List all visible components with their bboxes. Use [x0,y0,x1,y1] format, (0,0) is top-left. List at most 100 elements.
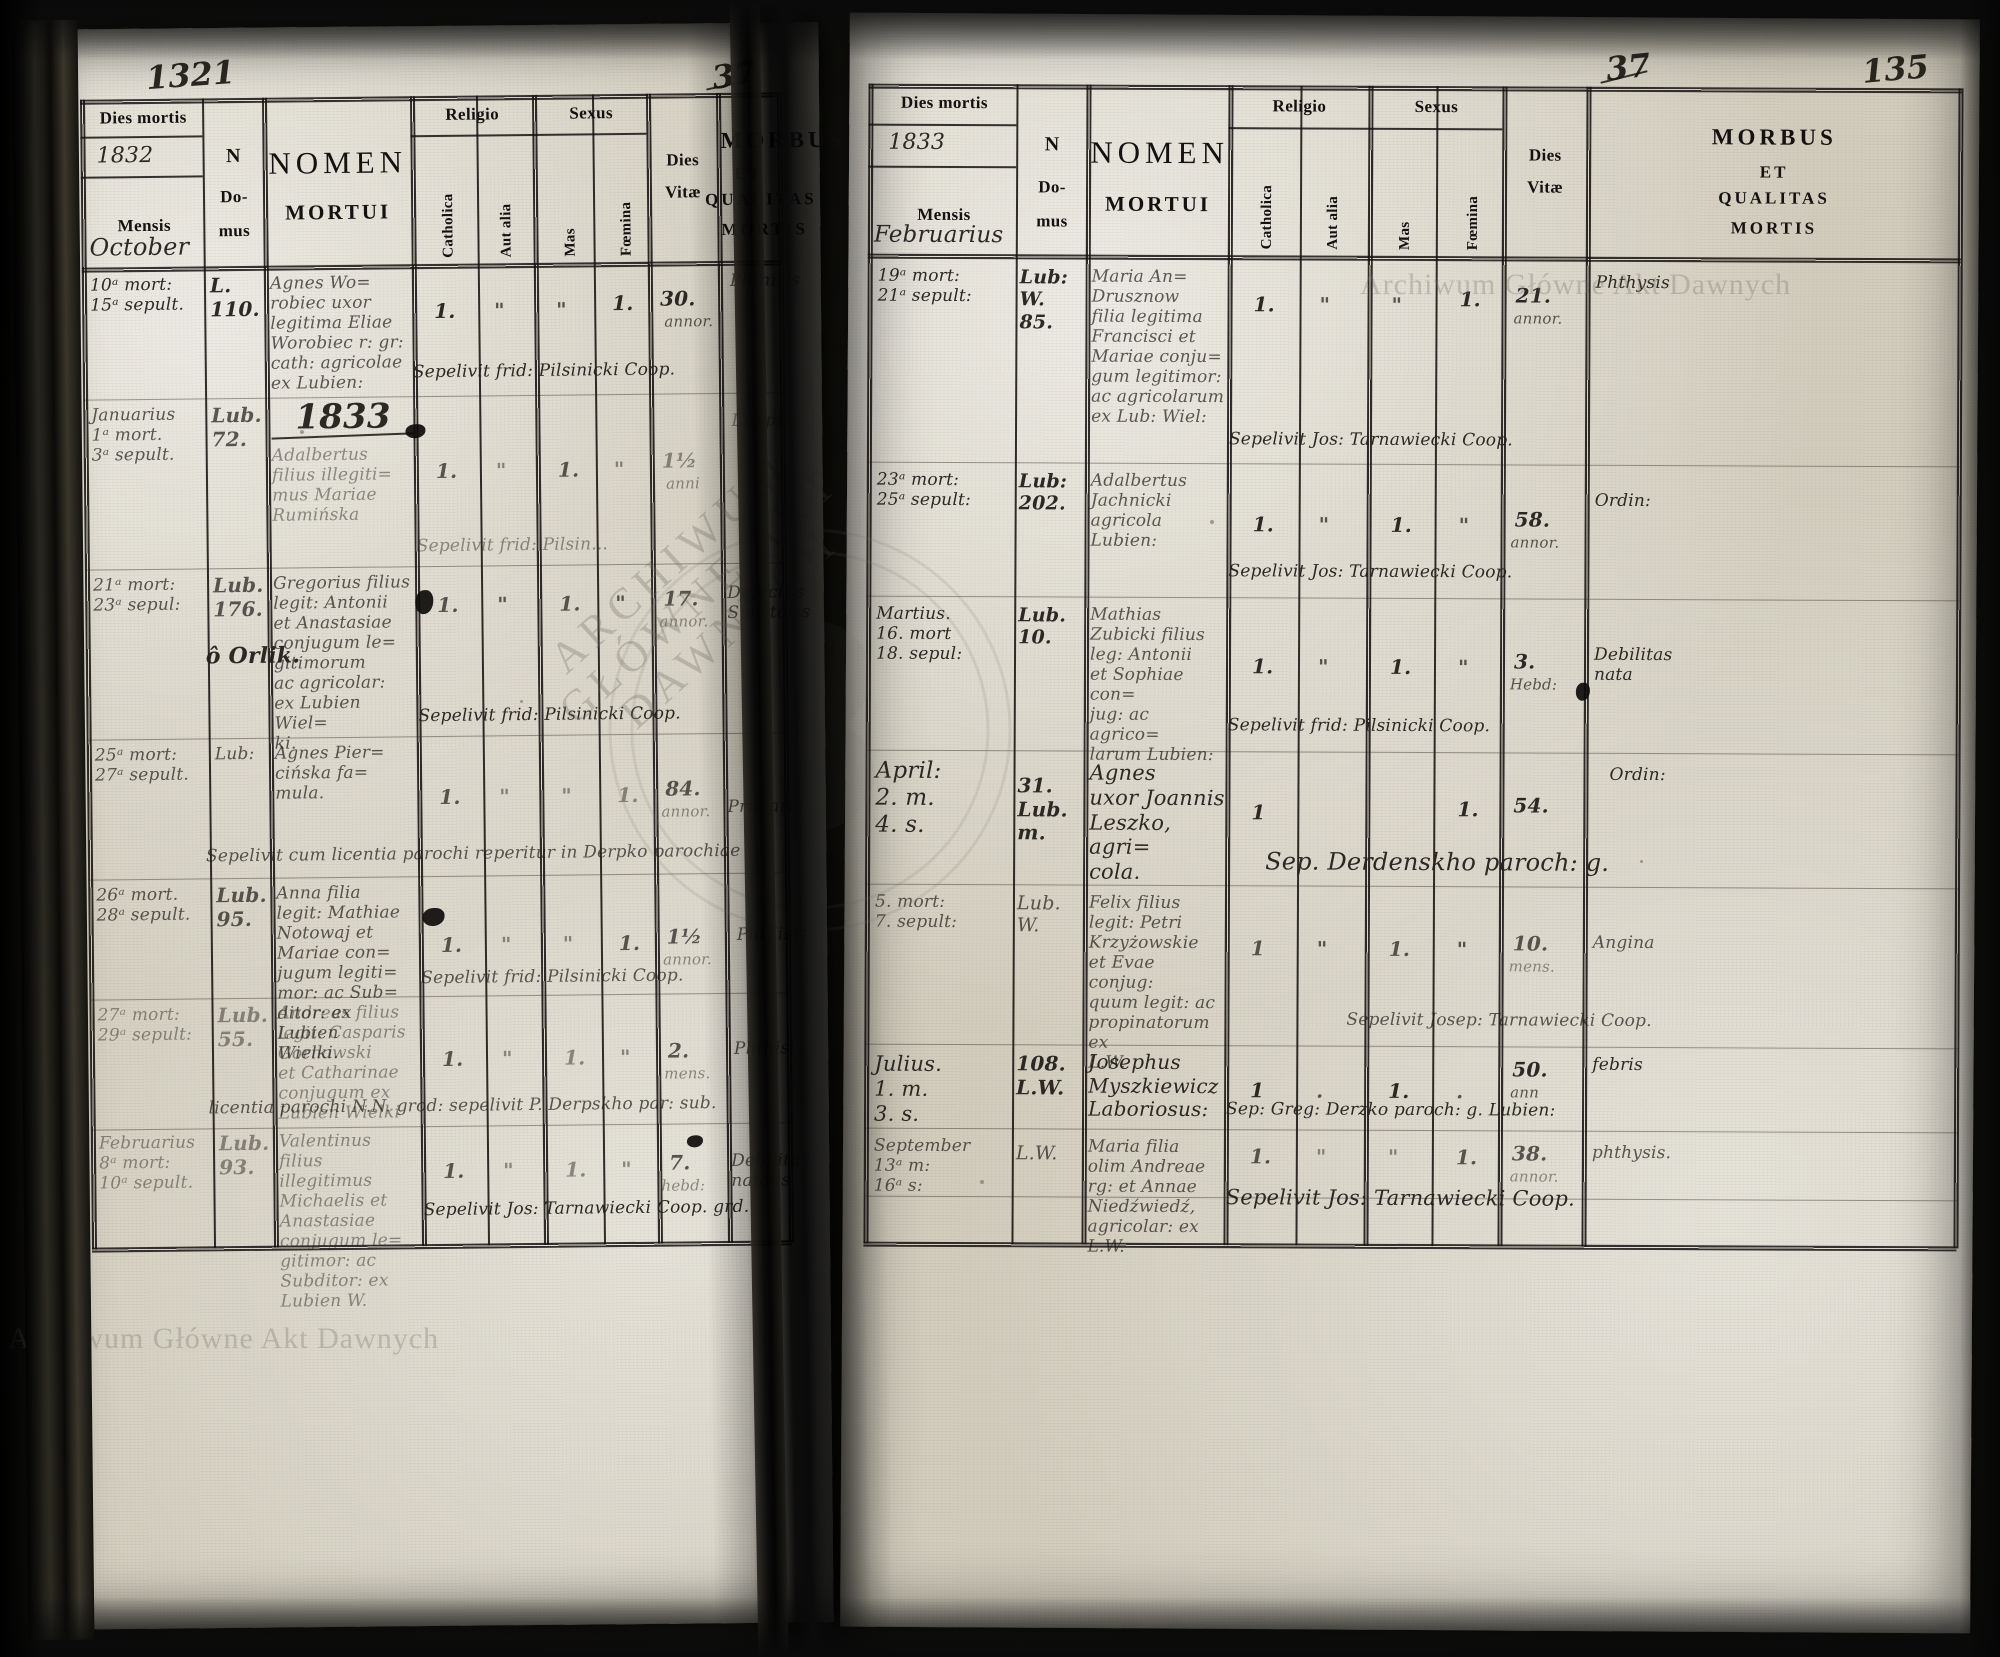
row-aut-alia: " [500,932,512,957]
col-nrus-right: N [1044,133,1060,156]
rule-h-row3-left [86,732,787,741]
col-religio-left: Religio [445,104,500,124]
rule-h-annus-left [80,175,203,179]
row-house: Lub. 176. [212,572,264,621]
row-house: Lub. 95. [216,882,267,931]
row-dates: 27ᵃ mort: 29ᵃ sepult: [97,1004,193,1046]
row-dates: 21ᵃ mort: 23ᵃ sepul: [92,574,181,616]
row-vitae: 58. [1514,507,1551,532]
row-foemina: 1. [1455,1145,1478,1170]
row-foemina: " [1458,513,1470,538]
rule-h-diesmortis-right [868,123,1017,127]
row-vitae-unit: hebd: [661,1176,706,1195]
row-morbus: febris [1592,1054,1644,1076]
row-foemina: " [621,1156,632,1182]
row-footer: licentia parochi N.N. grod: sepelivit P.… [208,1093,717,1119]
col-domus2-right: mus [1036,211,1068,231]
row-footer: Sep: Greg: Derzko paroch: g. Lubien: [1226,1099,1556,1121]
row-mas: 1. [559,591,581,616]
row-footer: Sepelivit frid: Pilsinicki Coop. [412,359,676,383]
row-mas: 1. [565,1157,587,1182]
row-catholica: 1. [1249,1144,1272,1169]
col-dies-mortis-left: Dies mortis [99,107,187,128]
paper-speck [420,1090,423,1093]
row-foemina: " [613,457,625,482]
row-name: Gregorius filius legit: Antonii et Anast… [272,572,411,755]
row-vitae: 21. [1515,283,1552,308]
row-vitae-unit: annor. [1513,309,1563,328]
row-catholica: 1. [1251,654,1274,679]
row-mas: 1. [1390,512,1412,537]
row-house: Lub. 10. [1018,604,1067,649]
row-foemina: 1. [1459,287,1481,312]
row-vitae: 50. [1512,1057,1548,1082]
row-name: Josephus Myszkiewicz Laboriosus: [1088,1049,1219,1122]
row-foemina: 1. [612,290,634,316]
row-dates: Martius. 16. mort 18. sepul: [876,603,963,665]
rule-h-relsex-left [410,132,647,138]
row-aut-alia: " [1319,292,1331,317]
ink-blot [415,590,434,615]
col-catholica-right: Catholica [1258,184,1276,250]
col-nomen-left: NOMEN [268,144,408,181]
row-house: L. 110. [209,273,260,321]
rule-h-row1-left [83,392,784,401]
rule-h-row5-right [864,1043,1958,1050]
col-dies-right: Dies [1528,145,1562,165]
row-catholica: 1 [1251,800,1266,825]
row-dates: April: 2. m. 4. s. [875,757,942,839]
col-aut-alia-left: Aut alia [498,203,515,258]
row-vitae-unit: mens. [1508,957,1555,976]
col-aut-alia-right: Aut alia [1324,195,1342,250]
row-aut-alia: " [497,592,509,617]
rule-h-row6-right [863,1127,1957,1134]
col-domus1-left: Do- [220,186,248,207]
row-footer: Sepelivit Jos: Tarnawiecki Coop. [1228,561,1513,583]
row-footer: Sepelivit frid: Pilsinicki Coop. [1227,715,1491,737]
row-catholica: 1 [1250,936,1265,961]
rule-h-row2-right [866,595,1960,602]
col-mortui-right: MORTUI [1104,191,1212,217]
row-catholica: 1. [434,298,456,323]
row-name: Agnes Pier= cińska fa= mula. [274,742,385,804]
row-catholica: 1. [439,784,461,809]
rule-h-row3-right [865,749,1959,756]
row-morbus: phthysis. [1591,1142,1672,1164]
ink-blot [405,424,426,439]
row-morbus: Debilitas nata [1593,644,1673,686]
row-vitae-unit: Hebd: [1509,675,1558,694]
book-gutter-shadow [685,0,895,1657]
paper-speck [520,700,523,703]
row-house: Lub. 93. [218,1130,270,1179]
vignette-top [0,0,2000,60]
row-vitae: 54. [1513,793,1549,818]
row-name: Felix filius legit: Petri Krzyżowskie et… [1088,892,1216,1074]
row-mas: " [1391,292,1403,317]
row-house: Lub: [214,743,255,765]
right-year-handwritten: 1833 [888,129,946,155]
row-house: Lub: W. 85. [1019,266,1069,334]
row-dates: Februarius 8ᵃ mort: 10ᵃ sepult. [98,1132,196,1194]
row-vitae: 84. [665,776,701,801]
row-footer: Sepelivit frid: Pilsin... [416,534,609,557]
row-vitae-unit: annor. [1509,1167,1559,1186]
rule-h-row2-left [84,562,785,571]
row-name: Mathias Zubicki filius leg: Antonii et S… [1089,604,1214,766]
row-name: Maria An= Drusznow filia legitima Franci… [1091,266,1225,428]
left-month-handwritten: October [89,232,190,262]
rule-h-row4-right [865,883,1959,890]
row-aut-alia: " [1317,654,1329,679]
row-mas: 1. [1388,936,1411,961]
row-aut-alia: " [501,1046,513,1071]
row-aut-alia: " [495,458,507,483]
col-mas-right: Mas [1396,221,1413,250]
row-morbus: Angina [1592,932,1655,954]
row-aut-alia: " [1318,512,1330,537]
row-house: Lub. 55. [217,1002,269,1051]
row-mas: " [1387,1144,1399,1169]
row-name: Agnes Wo= robiec uxor legitima Eliae Wor… [269,272,404,394]
row-foemina: 1. [617,782,639,808]
row-catholica: 1. [1253,292,1275,317]
paper-speck [300,430,304,434]
rule-h-row6-left [90,1122,791,1131]
